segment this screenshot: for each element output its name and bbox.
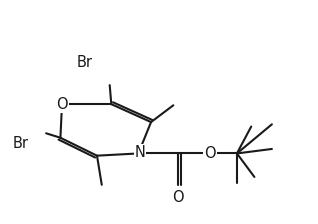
Text: O: O: [56, 97, 68, 112]
Text: N: N: [135, 145, 145, 160]
Text: O: O: [204, 146, 216, 161]
Text: Br: Br: [13, 136, 29, 151]
Text: Br: Br: [76, 55, 92, 70]
Text: O: O: [172, 190, 184, 205]
